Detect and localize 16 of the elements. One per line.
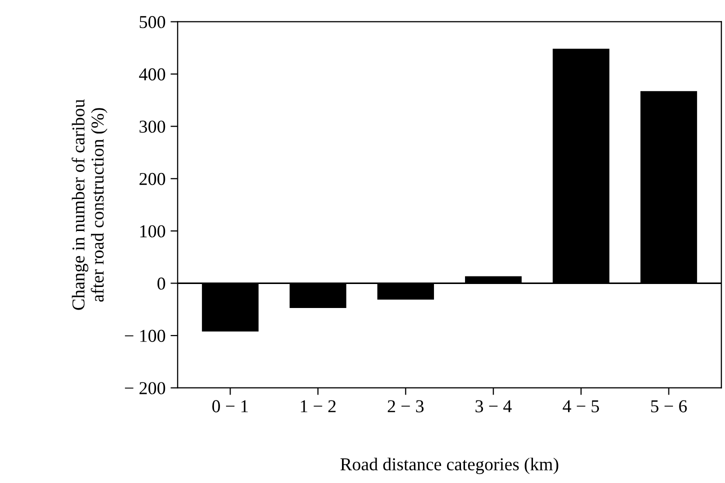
y-tick-label: 0 [157,278,166,290]
x-tick-label: 3 − 4 [476,400,512,412]
y-tick-label: 400 [139,68,166,80]
y-tick-label: − 200 [124,382,166,394]
y-axis-title: Change in number of caribou after road construction (%) [72,99,108,310]
x-tick-label: 4 − 5 [562,400,599,412]
x-axis-title: Road distance categories (km) [340,458,558,474]
x-tick-label: 0 − 1 [212,400,248,412]
y-tick-label: − 100 [124,330,166,342]
y-tick-label: 300 [140,120,166,133]
x-tick-label: 5 − 6 [651,400,687,412]
y-tick-label: 200 [140,172,166,186]
x-tick-label: 2 − 3 [388,400,424,412]
x-tick-label: 1 − 2 [300,400,336,412]
y-tick-label: 100 [140,225,166,238]
y-tick-label: 500 [140,16,166,28]
